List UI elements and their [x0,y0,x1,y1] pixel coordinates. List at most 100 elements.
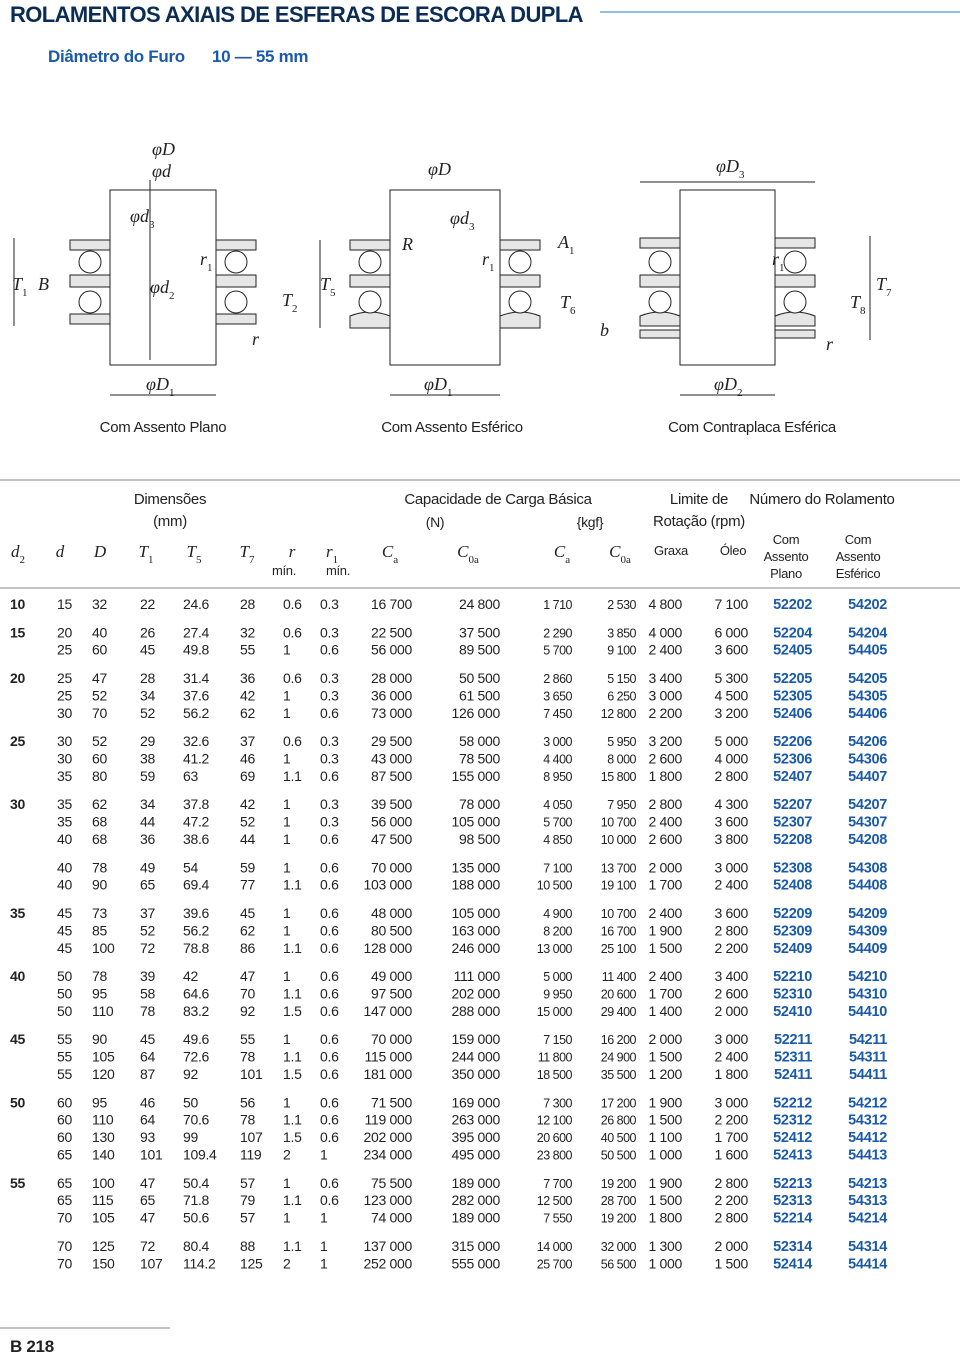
bearing-number: 52309 [773,923,812,939]
cell: 24 800 [459,596,501,612]
cell: 125 [92,1238,115,1254]
cell: 150 [92,1255,115,1271]
cell: 2 290 [543,626,572,640]
cell: 78 [240,1049,255,1065]
cell: 35 [57,768,72,784]
cell: 7 300 [543,1096,572,1110]
cell: 2 800 [714,768,748,784]
cell: 1 500 [648,1049,682,1065]
bearing-number: 52212 [773,1095,812,1111]
diagram-caption: Com Assento Esférico [381,419,523,436]
cell: 28 700 [601,1194,637,1208]
group-bore: 40 [10,968,25,984]
cell: 16 700 [371,596,413,612]
cell: 0.3 [320,670,339,686]
cell: 78 [140,1003,155,1019]
symbol: r1 [200,249,213,274]
cell: 32 [92,596,107,612]
cell: 55 [57,1049,72,1065]
bearing-number: 52207 [773,797,812,813]
cell: 1.5 [283,1003,302,1019]
group-header: Limite de [670,491,728,508]
cell: 105 000 [451,905,500,921]
symbol: T8 [850,292,866,317]
cell: 246 000 [451,940,500,956]
symbol-main: T [850,292,862,312]
cell: 34 [140,687,155,703]
cell: 12 800 [601,707,637,721]
bearing-number: 52314 [773,1239,812,1255]
symbol-main: φD [152,139,175,159]
cell: 60 [57,1112,72,1128]
symbol-main: d [56,542,65,561]
group-bore: 45 [10,1031,25,1047]
cell: 3 650 [543,689,572,703]
cell: 45 [140,642,155,658]
cell: 110 [92,1003,114,1019]
cell: 4 000 [714,751,748,767]
cell: 61 500 [459,687,501,703]
cell: 72 [140,1238,155,1254]
bearing-number: 52406 [773,706,812,722]
cell: 86 [240,940,255,956]
symbol-sub: 1 [148,554,154,566]
cell: 115 000 [365,1049,413,1065]
cell: 1 000 [648,1255,682,1271]
cell: 5 950 [607,735,636,749]
cell: 30 [57,705,72,721]
cell: 9 950 [543,988,572,1002]
cell: 78 [240,1112,255,1128]
bearing-number: 52305 [773,688,812,704]
cell: 57 [240,1175,255,1191]
cell: 40 [57,877,72,893]
cell: 147 000 [363,1003,412,1019]
bearing-number: 54213 [848,1176,887,1192]
cell: 3 600 [714,905,748,921]
symbol: T5 [187,542,202,566]
cell: 25 700 [537,1257,573,1271]
cell: 43 000 [371,751,413,767]
cell: 75 500 [371,1175,413,1191]
bearing-number: 54314 [848,1239,887,1255]
symbol: Ca [554,542,570,566]
cell: 1 [283,922,291,938]
cell: 0.6 [320,986,339,1002]
cell: 87 500 [371,768,413,784]
cell: 107 [140,1255,163,1271]
cell: 0.6 [320,1066,339,1082]
cell: 0.6 [320,1049,339,1065]
cell: 79 [240,1192,255,1208]
cell: 38 [140,751,155,767]
symbol-main: d [11,542,20,561]
cell: 68 [92,814,107,830]
bearing-number: 54405 [848,643,887,659]
cell: 49 [140,859,155,875]
bearing-number: 52308 [773,860,812,876]
cell: 2 200 [714,1192,748,1208]
bearing-number: 52311 [774,1050,812,1066]
symbol: φD2 [714,374,742,399]
group-header: (mm) [153,513,187,530]
cell: 5 000 [714,733,748,749]
bearing-number: 52407 [773,769,812,785]
cell: 0.6 [320,705,339,721]
bearing-number: 54212 [848,1095,887,1111]
cell: 62 [240,922,255,938]
cell: 202 000 [451,986,500,1002]
page-number: B 218 [10,1337,54,1356]
cell: 1 500 [714,1255,748,1271]
symbol: φd3 [130,206,155,231]
cell: 92 [240,1003,255,1019]
cell: 3 000 [543,735,572,749]
cell: 0.3 [320,624,339,640]
cell: 1 [320,1255,328,1271]
symbol-main: φD [428,159,451,179]
cell: 0.6 [320,1175,339,1191]
cell: 2 400 [714,877,748,893]
symbol-main: T [139,542,150,561]
cell: 2 600 [648,831,682,847]
cell: 45 [140,1031,155,1047]
cell: 40 500 [601,1131,637,1145]
cell: 64 [140,1049,155,1065]
cell: 16 200 [601,1033,637,1047]
